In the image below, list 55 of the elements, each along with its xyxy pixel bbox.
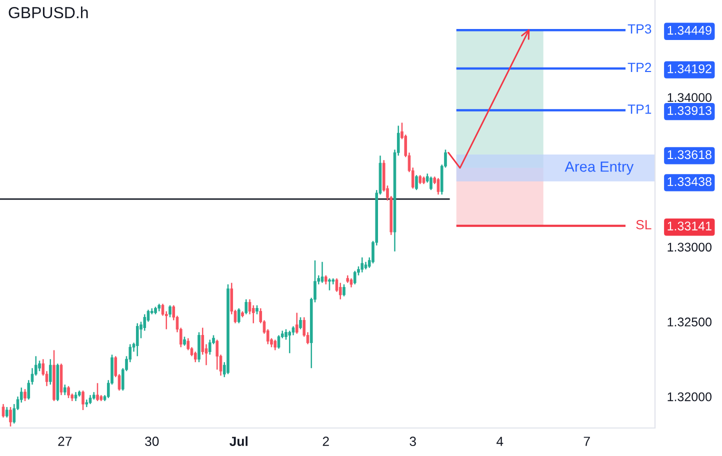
candlestick [430,176,432,191]
ref-line-label: TP3 [628,24,652,34]
y-tick-label: 1.32500 [668,318,712,326]
candlestick [288,330,292,354]
ref-line-label: TP2 [628,62,652,72]
candlestick [38,360,41,372]
candlestick [353,270,356,285]
candlestick [274,339,277,351]
x-tick-label: 3 [410,436,416,446]
candlestick [436,177,440,196]
candlestick [82,390,84,411]
x-tick-label: Jul [230,436,248,446]
x-tick-label: 7 [584,436,590,446]
ref-line-label: TP1 [628,104,652,114]
y-tick-label: 1.34000 [668,93,712,102]
ref-line-label: SL [636,220,652,230]
candlestick [24,388,26,402]
x-tick-label: 27 [58,436,72,446]
y-tick-label: 1.33618 [668,150,712,160]
candlestick [338,282,342,300]
candlestick [295,312,298,334]
candlestick [5,406,8,418]
candlestick [299,316,302,330]
candlestick [2,403,5,418]
chart-title: GBPUSD.h [8,6,88,18]
candlestick [208,339,212,356]
y-tick-label: 1.34449 [668,26,712,35]
candlestick [320,261,324,284]
candlestick [277,334,280,350]
candlestick [415,174,418,191]
candlestick [48,358,52,386]
band-label: Area Entry [564,162,634,175]
candlestick [136,322,139,357]
y-tick-label: 1.33438 [668,177,712,186]
y-tick-label: 1.33913 [668,106,712,115]
y-tick-label: 1.32000 [668,392,712,402]
candlestick [96,382,99,402]
candlestick [342,284,346,297]
candlestick [63,384,66,396]
x-tick-label: 4 [496,436,504,446]
candlestick [9,406,12,428]
x-tick-label: 30 [145,436,159,446]
y-tick-label: 1.34192 [668,64,712,74]
y-tick-label: 1.33141 [668,222,712,230]
candlestick [161,303,164,316]
candlestick [360,256,364,273]
y-tick-label: 1.33000 [668,242,712,252]
candlestick [237,308,240,324]
candlestick [198,332,200,363]
candlestick [328,278,331,291]
candlestick [244,298,248,315]
candlestick [194,351,197,363]
candlestick [67,385,70,399]
x-tick-label: 2 [322,436,329,446]
candlestick [168,304,172,318]
